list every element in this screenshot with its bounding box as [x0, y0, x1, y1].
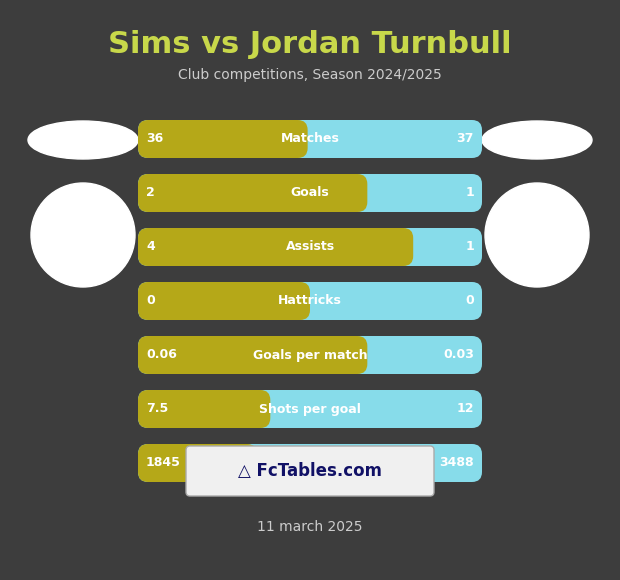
- Ellipse shape: [28, 121, 138, 159]
- Text: Hattricks: Hattricks: [278, 295, 342, 307]
- FancyBboxPatch shape: [186, 446, 434, 496]
- FancyBboxPatch shape: [138, 228, 482, 266]
- FancyBboxPatch shape: [138, 390, 482, 428]
- Text: 12: 12: [456, 403, 474, 415]
- Text: Matches: Matches: [281, 132, 339, 146]
- FancyBboxPatch shape: [138, 174, 367, 212]
- Text: 0.03: 0.03: [443, 349, 474, 361]
- Text: Assists: Assists: [285, 241, 335, 253]
- FancyBboxPatch shape: [138, 336, 367, 374]
- Text: Club competitions, Season 2024/2025: Club competitions, Season 2024/2025: [178, 68, 442, 82]
- Text: 7.5: 7.5: [146, 403, 168, 415]
- Text: Goals per match: Goals per match: [253, 349, 367, 361]
- Text: Min per goal: Min per goal: [266, 456, 354, 469]
- Text: 2: 2: [146, 187, 155, 200]
- Circle shape: [31, 183, 135, 287]
- Text: 3488: 3488: [440, 456, 474, 469]
- FancyBboxPatch shape: [138, 174, 482, 212]
- Text: 1: 1: [465, 241, 474, 253]
- FancyBboxPatch shape: [138, 228, 413, 266]
- Ellipse shape: [482, 121, 592, 159]
- FancyBboxPatch shape: [138, 390, 270, 428]
- FancyBboxPatch shape: [138, 120, 482, 158]
- FancyBboxPatch shape: [138, 444, 257, 482]
- FancyBboxPatch shape: [138, 444, 482, 482]
- Text: 37: 37: [456, 132, 474, 146]
- Text: 36: 36: [146, 132, 163, 146]
- Text: 0: 0: [146, 295, 155, 307]
- FancyBboxPatch shape: [138, 120, 308, 158]
- Text: Sims vs Jordan Turnbull: Sims vs Jordan Turnbull: [108, 30, 512, 59]
- Text: Goals: Goals: [291, 187, 329, 200]
- Text: Shots per goal: Shots per goal: [259, 403, 361, 415]
- FancyBboxPatch shape: [138, 282, 310, 320]
- FancyBboxPatch shape: [138, 336, 482, 374]
- Circle shape: [485, 183, 589, 287]
- Text: 1: 1: [465, 187, 474, 200]
- Text: △ FcTables.com: △ FcTables.com: [238, 462, 382, 480]
- Text: 0.06: 0.06: [146, 349, 177, 361]
- Text: 11 march 2025: 11 march 2025: [257, 520, 363, 534]
- Text: 0: 0: [465, 295, 474, 307]
- Text: 4: 4: [146, 241, 155, 253]
- FancyBboxPatch shape: [138, 282, 482, 320]
- Text: 1845: 1845: [146, 456, 181, 469]
